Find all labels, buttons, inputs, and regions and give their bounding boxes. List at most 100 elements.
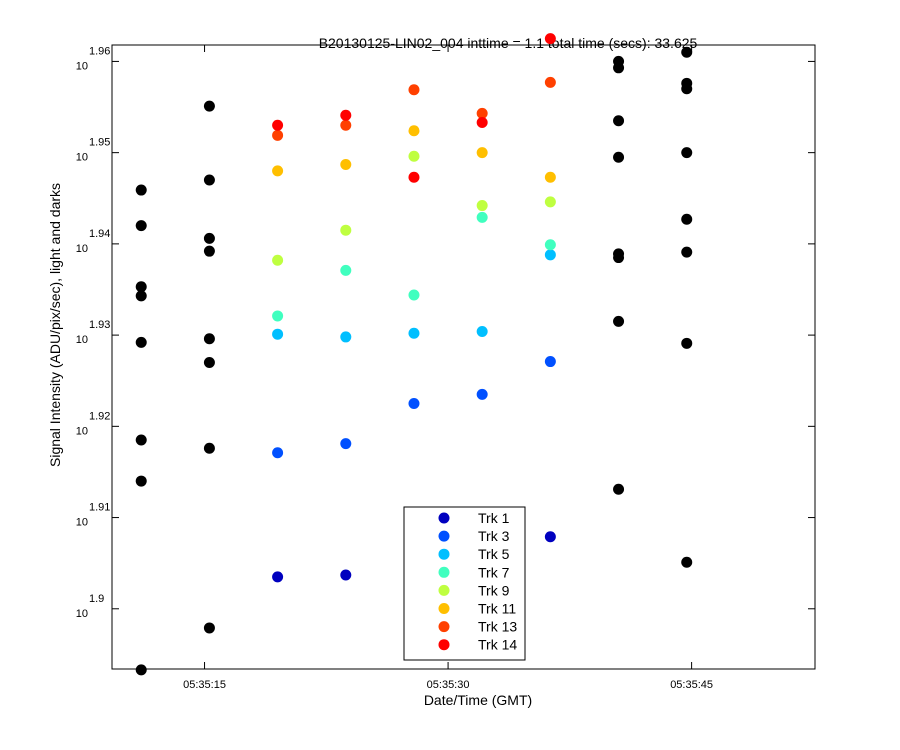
data-point: [135, 336, 147, 348]
data-point: [272, 447, 284, 459]
legend-label: Trk 7: [478, 564, 510, 580]
data-point: [203, 442, 215, 454]
data-point: [408, 398, 420, 410]
y-tick-label-exponent: 1.93: [89, 319, 110, 331]
data-point: [476, 388, 488, 400]
data-point: [476, 117, 488, 129]
data-point: [203, 245, 215, 257]
data-point: [272, 254, 284, 266]
y-tick-label-base: 10: [76, 243, 88, 255]
y-tick-label-exponent: 1.91: [89, 502, 110, 514]
data-point: [340, 264, 352, 276]
data-point: [613, 483, 625, 495]
legend-marker: [438, 603, 450, 614]
data-point: [408, 289, 420, 301]
axis-ticks: 05:35:15 05:35:30 05:35:45101.9101.91101.9…: [76, 45, 815, 691]
data-point: [681, 83, 693, 95]
legend-marker: [438, 530, 450, 542]
data-point: [135, 434, 147, 446]
legend-label: Trk 11: [478, 601, 516, 617]
data-point: [681, 213, 693, 225]
data-point: [135, 184, 147, 196]
data-point: [544, 76, 556, 88]
data-point: [408, 125, 420, 137]
data-point: [408, 84, 420, 96]
y-tick-label-base: 10: [76, 425, 88, 437]
y-tick-label-base: 10: [76, 334, 88, 346]
legend-label: Trk 9: [478, 582, 510, 598]
data-points: [135, 33, 693, 676]
legend-label: Trk 5: [478, 546, 510, 562]
data-point: [203, 622, 215, 634]
y-axis-label: Signal Intensity (ADU/pix/sec), light an…: [47, 183, 63, 467]
data-point: [613, 252, 625, 264]
data-point: [613, 151, 625, 163]
data-point: [135, 220, 147, 232]
data-point: [681, 46, 693, 58]
legend-label: Trk 14: [478, 637, 517, 653]
legend-label: Trk 3: [478, 528, 510, 544]
data-point: [681, 147, 693, 159]
y-tick-label-base: 10: [76, 517, 88, 529]
x-tick-label: 05:35:45: [670, 679, 713, 691]
data-point: [340, 331, 352, 343]
legend-marker: [438, 621, 450, 633]
legend-label: Trk 1: [478, 510, 510, 526]
data-point: [408, 150, 420, 162]
data-point: [203, 232, 215, 244]
data-point: [408, 171, 420, 183]
data-point: [203, 356, 215, 368]
legend-box: [403, 506, 526, 661]
data-point: [544, 171, 556, 183]
data-point: [476, 107, 488, 119]
y-tick-label-base: 10: [76, 152, 88, 164]
data-point: [272, 571, 284, 583]
data-point: [340, 159, 352, 171]
chart-title: B20130125-LIN02_004 inttime = 1.1 total …: [319, 35, 698, 51]
data-point: [203, 174, 215, 186]
y-tick-label-exponent: 1.92: [89, 410, 110, 422]
legend-marker: [438, 512, 450, 524]
data-point: [681, 337, 693, 349]
data-point: [340, 438, 352, 450]
data-point: [135, 281, 147, 293]
y-tick-label-base: 10: [76, 608, 88, 620]
x-axis-label: Date/Time (GMT): [424, 692, 532, 708]
data-point: [203, 100, 215, 112]
data-point: [613, 315, 625, 327]
data-point: [272, 129, 284, 141]
data-point: [340, 109, 352, 121]
data-point: [272, 328, 284, 340]
data-point: [476, 211, 488, 223]
legend-marker: [438, 548, 450, 560]
x-tick-label: 05:35:30: [427, 679, 470, 691]
legend-marker: [438, 566, 450, 578]
legend-marker: [438, 639, 450, 651]
data-point: [340, 119, 352, 131]
data-point: [476, 200, 488, 212]
y-tick-label-exponent: 1.95: [89, 137, 110, 149]
data-point: [681, 246, 693, 258]
data-point: [476, 325, 488, 337]
data-point: [135, 664, 147, 676]
data-point: [476, 147, 488, 159]
data-point: [272, 165, 284, 177]
y-tick-label-exponent: 1.9: [89, 593, 104, 605]
y-tick-label-exponent: 1.94: [89, 228, 110, 240]
legend: Trk 1 Trk 3 Trk 5 Trk 7 Trk 9 Trk 11 Trk 13 Trk…: [403, 506, 526, 661]
data-point: [203, 333, 215, 345]
data-point: [135, 290, 147, 302]
y-tick-label-base: 10: [76, 60, 88, 72]
data-point: [340, 224, 352, 236]
data-point: [613, 115, 625, 127]
data-point: [544, 33, 556, 45]
data-point: [408, 327, 420, 339]
data-point: [544, 356, 556, 368]
data-point: [544, 249, 556, 261]
data-point: [272, 119, 284, 131]
data-point: [340, 569, 352, 581]
data-point: [544, 531, 556, 543]
data-point: [272, 310, 284, 322]
legend-label: Trk 13: [478, 619, 517, 635]
